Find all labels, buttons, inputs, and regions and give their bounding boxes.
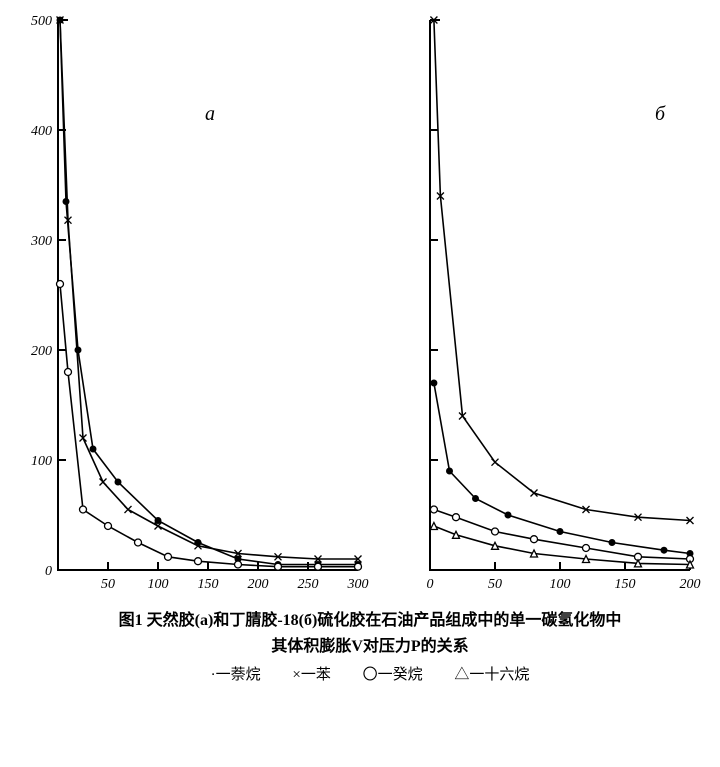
figure-caption: 图1 天然胶(a)和丁腈胶-18(б)硫化胶在石油产品组成中的单一碳氢化物中 其…: [10, 608, 720, 659]
panel-b-svg: 0 50 100 150 200 б: [410, 10, 710, 600]
legend-dot: ·一萘烷: [211, 667, 261, 683]
svg-text:200: 200: [248, 577, 269, 592]
svg-text:100: 100: [550, 577, 571, 592]
svg-text:100: 100: [31, 454, 52, 469]
legend-circle: 〇一癸烷: [363, 667, 423, 683]
svg-text:250: 250: [298, 577, 319, 592]
svg-text:150: 150: [615, 577, 636, 592]
svg-text:500: 500: [31, 14, 52, 29]
figure-legend: ·一萘烷 ×一苯 〇一癸烷 △一十六烷: [10, 663, 720, 684]
svg-text:400: 400: [31, 124, 52, 139]
legend-triangle: △一十六烷: [454, 667, 529, 683]
svg-text:150: 150: [198, 577, 219, 592]
legend-x: ×一苯: [292, 667, 330, 683]
svg-text:200: 200: [31, 344, 52, 359]
caption-line-2: 其体积膨胀V对压力P的关系: [10, 634, 720, 660]
svg-text:0: 0: [427, 577, 434, 592]
svg-text:a: a: [205, 103, 215, 125]
svg-text:100: 100: [148, 577, 169, 592]
panel-a: 0 100 200 300 400 500 50 100 150 200 250 300 a: [10, 10, 370, 600]
svg-text:б: б: [655, 103, 666, 125]
panel-b: 0 50 100 150 200 б: [410, 10, 710, 600]
svg-text:300: 300: [30, 234, 52, 249]
svg-text:200: 200: [680, 577, 701, 592]
panel-a-svg: 0 100 200 300 400 500 50 100 150 200 250 300 a: [10, 10, 370, 600]
charts-row: 0 100 200 300 400 500 50 100 150 200 250 300 a 0 50 10…: [10, 10, 710, 600]
svg-text:300: 300: [347, 577, 369, 592]
svg-text:50: 50: [101, 577, 115, 592]
caption-line-1: 图1 天然胶(a)和丁腈胶-18(б)硫化胶在石油产品组成中的单一碳氢化物中: [10, 608, 720, 634]
svg-text:50: 50: [488, 577, 502, 592]
svg-text:0: 0: [45, 564, 52, 579]
